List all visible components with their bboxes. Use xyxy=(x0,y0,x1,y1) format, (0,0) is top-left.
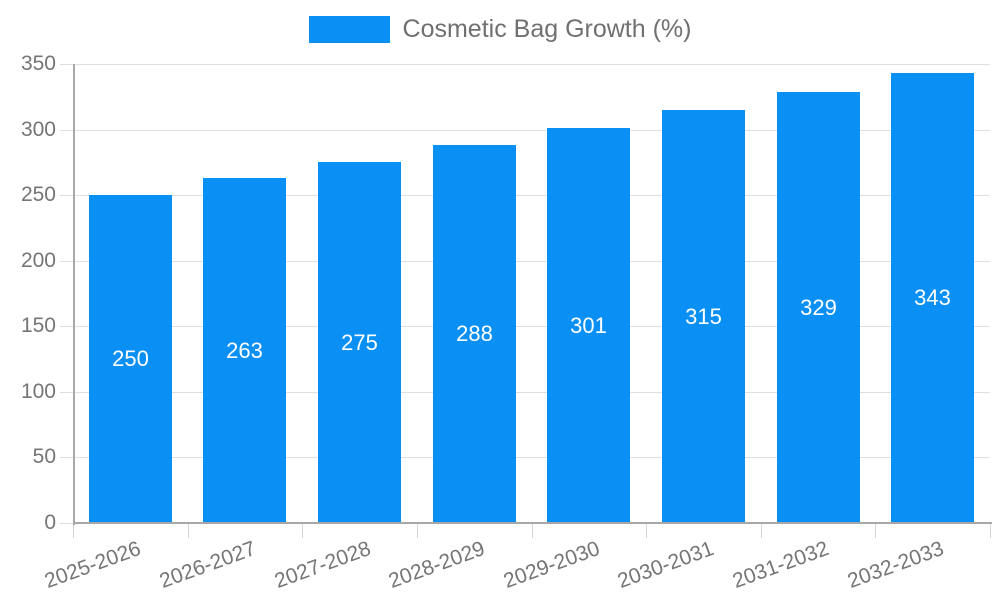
y-axis-tick-label: 300 xyxy=(20,118,56,141)
legend-label: Cosmetic Bag Growth (%) xyxy=(402,15,692,43)
y-axis-tick-label: 200 xyxy=(20,249,56,272)
y-axis-tick xyxy=(60,195,73,196)
y-gridline xyxy=(73,457,990,458)
x-axis-tick xyxy=(646,523,647,538)
x-axis-tick xyxy=(73,523,74,538)
y-gridline xyxy=(73,130,990,131)
x-axis-tick xyxy=(875,523,876,538)
x-axis-tick xyxy=(417,523,418,538)
bar-2032-2033[interactable] xyxy=(891,73,974,523)
y-axis-tick xyxy=(60,392,73,393)
y-axis-tick xyxy=(60,130,73,131)
y-axis-tick-label: 0 xyxy=(44,511,56,534)
x-axis-tick xyxy=(990,523,991,538)
y-axis-tick-label: 150 xyxy=(20,314,56,337)
bar-2029-2030[interactable] xyxy=(547,128,630,523)
y-gridline xyxy=(73,261,990,262)
bar-2030-2031[interactable] xyxy=(662,110,745,523)
x-axis-tick xyxy=(302,523,303,538)
bar-2031-2032[interactable] xyxy=(777,92,860,523)
x-axis-tick xyxy=(532,523,533,538)
x-axis-tick xyxy=(761,523,762,538)
y-gridline xyxy=(73,392,990,393)
y-axis-tick-label: 50 xyxy=(32,445,56,468)
chart-legend: Cosmetic Bag Growth (%) xyxy=(0,16,1000,43)
y-axis-tick xyxy=(60,457,73,458)
y-gridline xyxy=(73,195,990,196)
x-axis-tick xyxy=(188,523,189,538)
bar-2025-2026[interactable] xyxy=(89,195,172,523)
legend-swatch-icon xyxy=(308,16,390,43)
y-axis-tick xyxy=(60,261,73,262)
y-axis-tick xyxy=(60,64,73,65)
y-axis-tick-label: 250 xyxy=(20,183,56,206)
y-axis-tick xyxy=(60,523,73,524)
bar-2028-2029[interactable] xyxy=(433,145,516,523)
y-gridline xyxy=(73,326,990,327)
bar-2027-2028[interactable] xyxy=(318,162,401,523)
x-axis-line xyxy=(73,522,992,524)
y-axis-line xyxy=(73,64,75,525)
y-axis-tick xyxy=(60,326,73,327)
legend-item-cosmetic-bag-growth[interactable]: Cosmetic Bag Growth (%) xyxy=(308,15,692,43)
bar-2026-2027[interactable] xyxy=(203,178,286,523)
y-axis-tick-label: 100 xyxy=(20,380,56,403)
y-axis-tick-label: 350 xyxy=(20,52,56,75)
y-gridline xyxy=(73,64,990,65)
